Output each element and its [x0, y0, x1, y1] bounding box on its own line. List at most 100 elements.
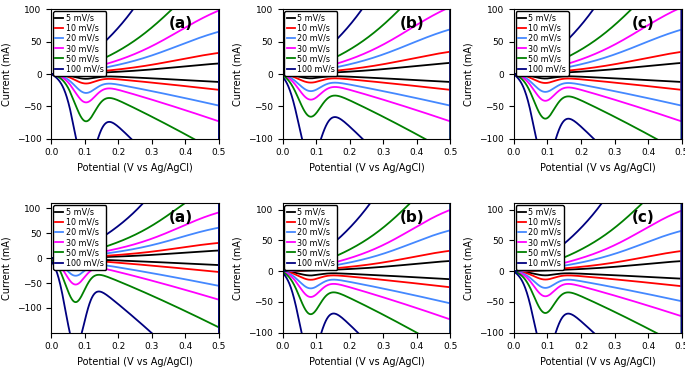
50 mV/s — [199, 317, 207, 322]
30 mV/s — [554, 262, 562, 267]
20 mV/s — [446, 228, 454, 233]
10 mV/s — [335, 68, 343, 73]
10 mV/s — [656, 101, 664, 106]
50 mV/s — [323, 59, 332, 64]
Legend: 5 mV/s, 10 mV/s, 20 mV/s, 30 mV/s, 50 mV/s, 100 mV/s: 5 mV/s, 10 mV/s, 20 mV/s, 30 mV/s, 50 mV… — [53, 205, 106, 270]
30 mV/s — [677, 314, 685, 318]
5 mV/s — [510, 269, 518, 273]
10 mV/s — [437, 86, 445, 91]
Line: 50 mV/s: 50 mV/s — [51, 0, 219, 153]
30 mV/s — [510, 269, 518, 273]
50 mV/s — [392, 215, 400, 219]
50 mV/s — [323, 258, 332, 262]
10 mV/s — [392, 258, 400, 262]
10 mV/s — [623, 161, 631, 166]
30 mV/s — [279, 72, 287, 76]
20 mV/s — [279, 72, 287, 76]
5 mV/s — [160, 252, 169, 256]
100 mV/s — [104, 231, 112, 236]
100 mV/s — [104, 36, 112, 41]
30 mV/s — [437, 116, 445, 121]
100 mV/s — [279, 269, 287, 273]
10 mV/s — [215, 241, 223, 245]
20 mV/s — [656, 35, 664, 39]
20 mV/s — [446, 301, 454, 306]
100 mV/s — [446, 65, 454, 69]
5 mV/s — [104, 70, 112, 74]
5 mV/s — [279, 72, 287, 76]
Legend: 5 mV/s, 10 mV/s, 20 mV/s, 30 mV/s, 50 mV/s, 100 mV/s: 5 mV/s, 10 mV/s, 20 mV/s, 30 mV/s, 50 mV… — [284, 11, 338, 76]
10 mV/s — [510, 270, 518, 274]
30 mV/s — [392, 35, 400, 40]
100 mV/s — [279, 75, 287, 79]
30 mV/s — [510, 269, 518, 274]
Y-axis label: Current (mA): Current (mA) — [233, 42, 242, 106]
Line: 10 mV/s: 10 mV/s — [51, 53, 219, 90]
10 mV/s — [392, 60, 400, 64]
Line: 30 mV/s: 30 mV/s — [514, 8, 682, 121]
50 mV/s — [566, 252, 575, 257]
Line: 10 mV/s: 10 mV/s — [514, 251, 682, 286]
10 mV/s — [662, 282, 670, 287]
10 mV/s — [446, 88, 454, 92]
5 mV/s — [446, 277, 454, 282]
10 mV/s — [662, 86, 670, 90]
100 mV/s — [92, 47, 100, 52]
Text: (a): (a) — [169, 16, 192, 31]
20 mV/s — [47, 256, 55, 261]
10 mV/s — [104, 68, 112, 73]
30 mV/s — [510, 72, 518, 76]
50 mV/s — [510, 72, 518, 77]
X-axis label: Potential (V vs Ag/AgCl): Potential (V vs Ag/AgCl) — [309, 357, 424, 367]
10 mV/s — [566, 68, 575, 73]
30 mV/s — [662, 114, 670, 118]
5 mV/s — [199, 262, 207, 267]
5 mV/s — [430, 79, 438, 83]
20 mV/s — [47, 72, 55, 76]
5 mV/s — [510, 72, 518, 76]
Line: 5 mV/s: 5 mV/s — [51, 250, 219, 265]
Legend: 5 mV/s, 10 mV/s, 20 mV/s, 30 mV/s, 50 mV/s, 100 mV/s: 5 mV/s, 10 mV/s, 20 mV/s, 30 mV/s, 50 mV… — [516, 11, 569, 76]
X-axis label: Potential (V vs Ag/AgCl): Potential (V vs Ag/AgCl) — [77, 163, 193, 173]
Line: 5 mV/s: 5 mV/s — [514, 261, 682, 279]
50 mV/s — [104, 54, 112, 59]
30 mV/s — [446, 208, 454, 212]
30 mV/s — [335, 61, 343, 65]
20 mV/s — [623, 247, 631, 252]
50 mV/s — [279, 270, 287, 274]
10 mV/s — [215, 51, 223, 55]
100 mV/s — [199, 212, 207, 216]
20 mV/s — [656, 235, 664, 240]
5 mV/s — [392, 66, 400, 70]
100 mV/s — [446, 229, 454, 234]
30 mV/s — [430, 114, 438, 118]
10 mV/s — [437, 284, 445, 288]
100 mV/s — [47, 72, 55, 77]
20 mV/s — [192, 230, 201, 235]
Text: (c): (c) — [632, 210, 654, 225]
X-axis label: Potential (V vs Ag/AgCl): Potential (V vs Ag/AgCl) — [540, 357, 656, 367]
5 mV/s — [424, 261, 432, 265]
10 mV/s — [446, 49, 454, 54]
30 mV/s — [215, 210, 223, 215]
20 mV/s — [510, 72, 518, 76]
10 mV/s — [446, 285, 454, 290]
20 mV/s — [662, 100, 670, 104]
Text: (b): (b) — [400, 16, 425, 31]
5 mV/s — [215, 248, 223, 253]
5 mV/s — [623, 264, 631, 268]
5 mV/s — [104, 255, 112, 259]
100 mV/s — [424, 99, 432, 103]
Y-axis label: Current (mA): Current (mA) — [1, 42, 12, 106]
30 mV/s — [510, 72, 518, 77]
50 mV/s — [554, 258, 562, 262]
10 mV/s — [160, 248, 169, 252]
10 mV/s — [510, 269, 518, 273]
30 mV/s — [47, 256, 55, 261]
5 mV/s — [192, 63, 201, 68]
30 mV/s — [160, 37, 169, 42]
5 mV/s — [437, 79, 445, 84]
20 mV/s — [323, 67, 332, 71]
30 mV/s — [160, 232, 169, 236]
10 mV/s — [669, 283, 677, 288]
